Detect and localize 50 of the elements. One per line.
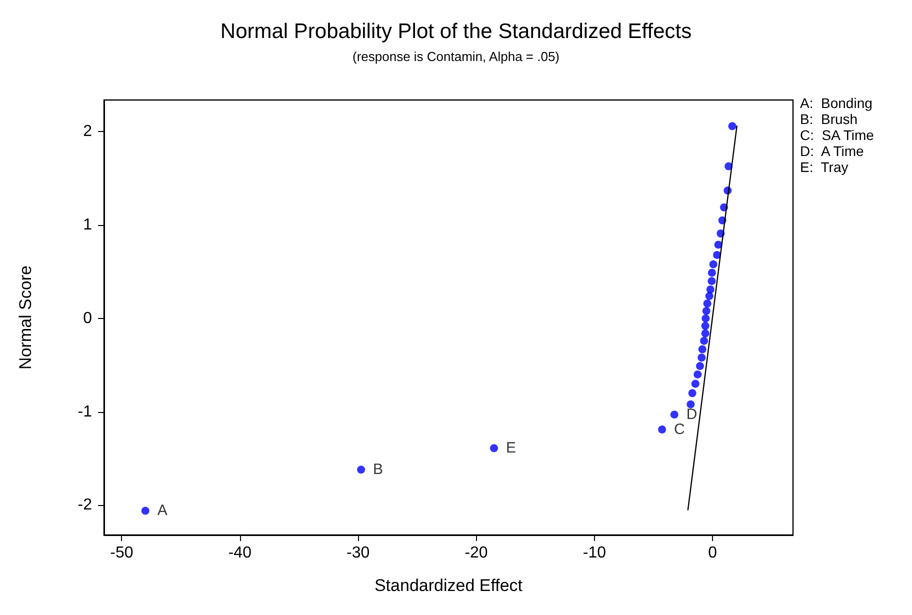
point <box>357 466 366 474</box>
point <box>658 426 666 434</box>
point <box>490 444 498 452</box>
point <box>703 300 712 308</box>
chart-title: Normal Probability Plot of the Standardized Effects <box>220 20 692 43</box>
data-label: D <box>686 406 698 424</box>
text: A: Bonding <box>800 95 872 111</box>
x-tick-label: -10 <box>582 544 606 562</box>
data-label: B <box>373 461 384 478</box>
text: D: A Time <box>800 143 864 159</box>
chart-subtitle: (response is Contamin, Alpha = .05) <box>352 49 560 64</box>
y-axis-title: Normal Score <box>16 266 35 370</box>
point <box>700 336 708 345</box>
point <box>696 362 704 370</box>
point <box>713 250 722 259</box>
point <box>708 277 716 286</box>
point <box>694 370 702 378</box>
data-label: C <box>674 421 686 438</box>
text: E: Tray <box>800 159 848 175</box>
x-tick-label: -40 <box>228 544 252 562</box>
point <box>709 260 718 268</box>
data-label: A <box>157 502 168 520</box>
text: B: Brush <box>800 111 858 127</box>
x-axis-title: Standardized Effect <box>374 576 523 595</box>
y-tick-label: 0 <box>83 310 92 327</box>
point <box>686 400 695 408</box>
point <box>705 292 714 300</box>
y-tick-label: -2 <box>78 496 92 514</box>
point <box>706 286 714 294</box>
point <box>698 354 706 362</box>
point <box>691 380 700 388</box>
point <box>708 268 716 277</box>
point <box>701 322 710 330</box>
point <box>698 345 706 354</box>
y-tick-label: 1 <box>83 216 92 234</box>
x-tick-label: 0 <box>708 544 718 562</box>
x-tick-label: -30 <box>346 544 370 562</box>
point <box>728 122 736 130</box>
point <box>141 506 150 515</box>
x-tick-label: -50 <box>110 544 134 562</box>
point <box>688 389 696 398</box>
x-tick-label: -20 <box>464 544 488 562</box>
point <box>670 410 678 419</box>
text: C: SA Time <box>800 127 874 143</box>
point <box>702 314 710 322</box>
point <box>702 306 710 315</box>
y-tick-label: -1 <box>78 403 92 420</box>
data-label: E <box>506 440 516 457</box>
point <box>701 329 710 338</box>
y-tick-label: 2 <box>83 123 92 140</box>
